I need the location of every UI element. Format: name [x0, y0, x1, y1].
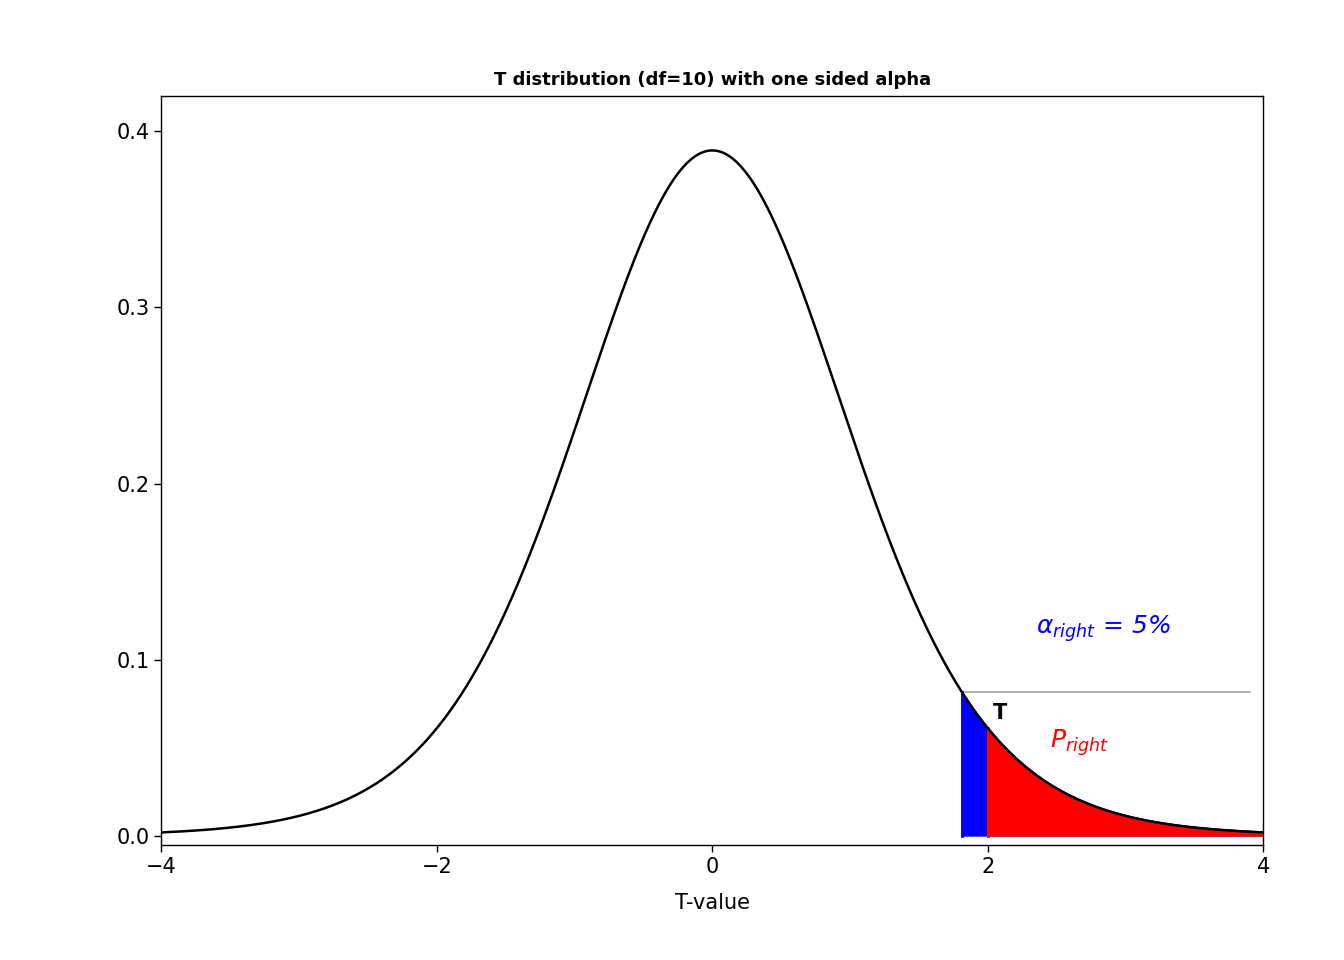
Text: $P_{\mathregular{right}}$: $P_{\mathregular{right}}$: [1050, 728, 1109, 758]
Polygon shape: [988, 729, 1263, 836]
Text: T: T: [993, 703, 1008, 723]
X-axis label: T-value: T-value: [675, 893, 750, 913]
Text: $\alpha_{\mathregular{right}}$ = 5%: $\alpha_{\mathregular{right}}$ = 5%: [1036, 612, 1171, 643]
Polygon shape: [962, 692, 1263, 836]
Title: T distribution (df=10) with one sided alpha: T distribution (df=10) with one sided al…: [493, 71, 931, 89]
